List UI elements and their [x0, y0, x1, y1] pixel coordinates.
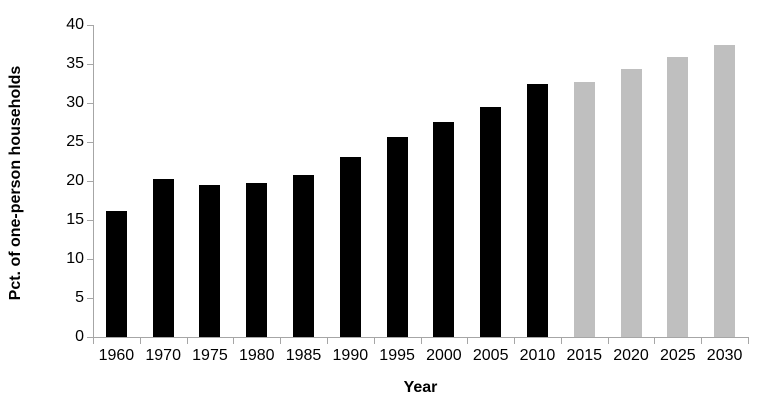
y-tick-mark — [87, 25, 93, 26]
x-tick-mark — [748, 338, 749, 344]
x-tick-label-1960: 1960 — [98, 347, 135, 364]
x-tick-mark — [233, 338, 235, 344]
bar-2000 — [433, 121, 455, 337]
y-tick-label-5: 5 — [75, 289, 84, 306]
x-tick-mark — [514, 338, 516, 344]
y-tick-mark — [87, 298, 93, 299]
bar-2005 — [480, 106, 502, 337]
x-tick-label-1990: 1990 — [332, 347, 369, 364]
y-tick-mark — [87, 64, 93, 65]
x-tick-mark — [560, 338, 562, 344]
y-axis-line — [93, 25, 94, 338]
y-tick-mark — [87, 103, 93, 104]
y-tick-label-40: 40 — [66, 16, 84, 33]
y-tick-mark — [87, 220, 93, 221]
x-tick-label-2020: 2020 — [613, 347, 649, 364]
x-tick-mark — [420, 338, 422, 344]
x-tick-label-2000: 2000 — [426, 347, 462, 364]
x-tick-mark — [701, 338, 703, 344]
x-tick-label-1970: 1970 — [145, 347, 181, 364]
bar-1985 — [293, 174, 315, 337]
bar-1980 — [246, 182, 268, 337]
x-tick-mark — [326, 338, 328, 344]
y-tick-label-10: 10 — [66, 250, 84, 267]
y-tick-mark — [87, 181, 93, 182]
x-tick-mark — [186, 338, 188, 344]
x-tick-label-2010: 2010 — [519, 347, 556, 364]
x-tick-mark — [654, 338, 656, 344]
bar-1960 — [105, 211, 127, 337]
bar-1990 — [339, 156, 361, 337]
x-tick-label-1975: 1975 — [192, 347, 228, 364]
y-axis-title: Pct. of one-person households — [7, 65, 24, 301]
x-tick-label-1980: 1980 — [238, 347, 275, 364]
x-tick-label-1995: 1995 — [379, 347, 415, 364]
bar-2030 — [714, 45, 736, 337]
x-tick-mark — [467, 338, 469, 344]
bar-1970 — [152, 178, 174, 337]
x-tick-label-2025: 2025 — [660, 347, 696, 364]
bar-2015 — [573, 81, 595, 337]
x-axis-title: Year — [403, 379, 438, 396]
x-tick-label-1985: 1985 — [285, 347, 322, 364]
y-tick-label-30: 30 — [66, 94, 84, 111]
x-axis-line — [93, 337, 749, 338]
x-tick-mark — [607, 338, 609, 344]
x-tick-mark — [373, 338, 375, 344]
x-tick-label-2015: 2015 — [566, 347, 603, 364]
bar-1995 — [386, 137, 408, 337]
bar-2020 — [620, 68, 642, 337]
y-tick-label-35: 35 — [66, 55, 84, 72]
y-tick-mark — [87, 337, 93, 338]
x-tick-label-2030: 2030 — [706, 347, 743, 364]
bar-1975 — [199, 184, 221, 337]
x-tick-label-2005: 2005 — [472, 347, 509, 364]
x-tick-mark — [139, 338, 141, 344]
y-tick-label-15: 15 — [66, 211, 84, 228]
y-tick-mark — [87, 142, 93, 143]
bar-2025 — [667, 56, 689, 337]
x-tick-mark — [93, 338, 94, 344]
y-tick-label-0: 0 — [75, 328, 84, 345]
y-tick-label-25: 25 — [66, 133, 84, 150]
y-tick-mark — [87, 259, 93, 260]
x-tick-mark — [280, 338, 282, 344]
y-tick-label-20: 20 — [66, 172, 84, 189]
bar-2010 — [526, 84, 548, 337]
